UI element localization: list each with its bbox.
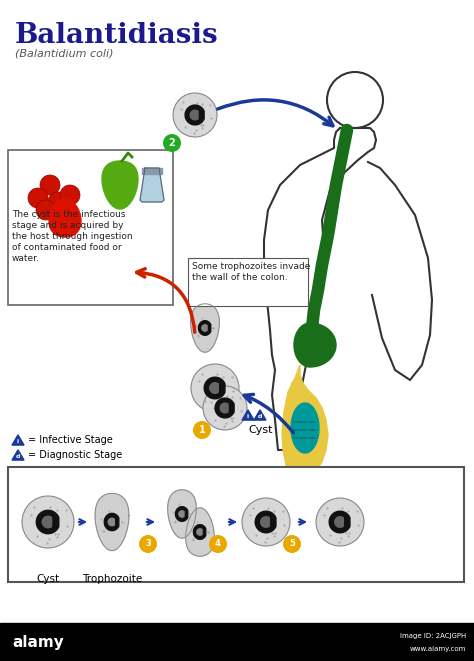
Bar [0, 623, 474, 661]
Text: The cyst is the infectious
stage and is acquired by
the host through ingestion
o: The cyst is the infectious stage and is … [12, 210, 133, 263]
Circle shape [48, 192, 68, 212]
Polygon shape [168, 490, 196, 538]
Polygon shape [199, 321, 211, 335]
Circle shape [173, 93, 217, 137]
Polygon shape [179, 511, 184, 517]
Polygon shape [204, 377, 225, 399]
Polygon shape [49, 199, 81, 237]
Circle shape [36, 200, 56, 220]
Circle shape [191, 364, 239, 412]
Polygon shape [140, 168, 164, 202]
Polygon shape [220, 403, 228, 413]
Text: alamy: alamy [12, 635, 64, 650]
Polygon shape [191, 304, 219, 352]
Text: = Diagnostic Stage: = Diagnostic Stage [28, 450, 122, 460]
Polygon shape [282, 365, 328, 479]
Polygon shape [12, 450, 24, 460]
Circle shape [40, 175, 60, 195]
Text: Some trophozoites invade
the wall of the colon.: Some trophozoites invade the wall of the… [192, 262, 310, 282]
Polygon shape [36, 510, 59, 533]
Text: 4: 4 [215, 539, 221, 549]
Polygon shape [185, 105, 204, 125]
Text: Image ID: 2ACJGPH: Image ID: 2ACJGPH [400, 633, 466, 639]
Polygon shape [261, 517, 269, 527]
Polygon shape [193, 525, 206, 539]
Bar [8, 467, 464, 582]
Bar [188, 258, 308, 306]
Polygon shape [108, 518, 114, 525]
Text: i: i [17, 439, 19, 444]
Bar [8, 150, 173, 305]
Polygon shape [329, 511, 350, 533]
Polygon shape [254, 410, 266, 420]
Circle shape [283, 535, 301, 553]
Polygon shape [255, 511, 276, 533]
Text: Cyst: Cyst [36, 574, 60, 584]
Polygon shape [294, 323, 336, 367]
Text: Trophozoite: Trophozoite [82, 574, 142, 584]
Polygon shape [335, 517, 343, 527]
Circle shape [203, 386, 247, 430]
Text: (Balantidium coli): (Balantidium coli) [15, 48, 113, 58]
Text: = Infective Stage: = Infective Stage [28, 435, 113, 445]
Circle shape [60, 185, 80, 205]
Circle shape [316, 498, 364, 546]
Circle shape [22, 496, 74, 548]
Text: 5: 5 [289, 539, 295, 549]
Polygon shape [102, 161, 138, 209]
Polygon shape [142, 168, 162, 174]
Polygon shape [12, 435, 24, 445]
Polygon shape [104, 514, 119, 531]
Text: www.alamy.com: www.alamy.com [410, 646, 466, 652]
Polygon shape [291, 403, 319, 453]
Text: i: i [247, 414, 249, 418]
Text: Balantidiasis: Balantidiasis [15, 22, 219, 49]
Polygon shape [42, 516, 52, 527]
Text: 1: 1 [199, 425, 205, 435]
Circle shape [28, 188, 48, 208]
Circle shape [193, 421, 211, 439]
Circle shape [139, 535, 157, 553]
Polygon shape [210, 383, 219, 393]
Polygon shape [215, 398, 234, 418]
Text: d: d [258, 414, 262, 418]
Text: d: d [16, 453, 20, 459]
Polygon shape [242, 410, 254, 420]
Polygon shape [95, 493, 129, 551]
Circle shape [209, 535, 227, 553]
Polygon shape [197, 529, 202, 535]
Text: 3: 3 [145, 539, 151, 549]
Polygon shape [186, 508, 214, 556]
Text: 2: 2 [169, 138, 175, 148]
Circle shape [242, 498, 290, 546]
Text: Cyst: Cyst [248, 425, 273, 435]
Polygon shape [175, 507, 188, 522]
Polygon shape [190, 110, 198, 120]
Circle shape [163, 134, 181, 152]
Polygon shape [202, 325, 207, 331]
